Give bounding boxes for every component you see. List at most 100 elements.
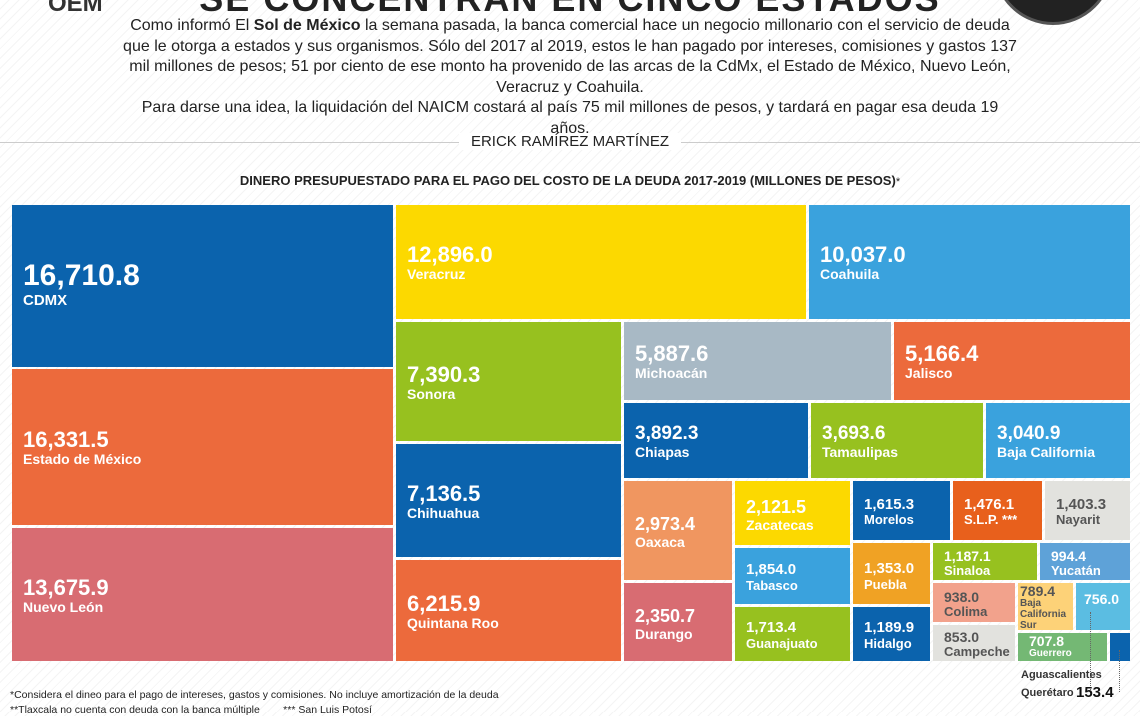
treemap-cell: 10,037.0 Coahuila — [809, 205, 1130, 319]
chart-title-mark: * — [895, 176, 901, 188]
cell-label: Oaxaca — [635, 534, 685, 551]
chart-title-text: DINERO PRESUPUESTADO PARA EL PAGO DEL CO… — [239, 173, 896, 188]
intro-second: Para darse una idea, la liquidación del … — [141, 99, 999, 137]
cell-label: Campeche — [944, 644, 1010, 660]
treemap-cell: 938.0 Colima — [933, 583, 1015, 622]
cell-label: Zacatecas — [746, 516, 814, 533]
intro-text: Como informó El Sol de México la semana … — [120, 16, 1020, 139]
treemap-cell: 789.4 Baja California Sur — [1018, 583, 1073, 630]
treemap-cell: 6,215.9 Quintana Roo — [396, 560, 621, 661]
treemap-cell: 2,350.7 Durango — [624, 583, 732, 661]
cell-value: 16,710.8 — [23, 259, 140, 292]
cell-label: Quintana Roo — [407, 614, 499, 631]
cell-label: Yucatán — [1051, 562, 1101, 578]
cell-label: Morelos — [864, 512, 914, 527]
cell-label: Puebla — [864, 576, 907, 592]
byline: ERICK RAMÍREZ MARTÍNEZ — [0, 133, 1140, 150]
label-queretaro: Querétaro — [1021, 687, 1074, 699]
value-queretaro: 153.4 — [1076, 684, 1114, 701]
cell-value: 2,973.4 — [635, 514, 696, 535]
cell-label: Guerrero — [1029, 648, 1072, 660]
intro-bold: Sol de México — [253, 17, 361, 34]
leader-line — [1119, 650, 1120, 692]
cell-label: Chiapas — [635, 444, 690, 461]
treemap-cell: 13,675.9 Nuevo León — [12, 528, 393, 661]
cell-value: 1,187.1 — [944, 547, 991, 564]
treemap-cell: 1,615.3 Morelos — [853, 481, 950, 540]
cell-label: S.L.P. *** — [964, 512, 1018, 527]
treemap-cell: 16,331.5 Estado de México — [12, 369, 393, 525]
cell-value: 10,037.0 — [820, 242, 906, 268]
cell-label: Baja California — [997, 444, 1096, 461]
treemap-cell: 3,693.6 Tamaulipas — [811, 403, 983, 478]
treemap-cell: 1,713.4 Guanajuato — [735, 607, 850, 661]
cell-value: 938.0 — [944, 588, 980, 605]
cell-label: Estado de México — [23, 451, 142, 468]
cell-label: Veracruz — [407, 266, 466, 283]
cell-value: 2,350.7 — [635, 605, 696, 626]
byline-text: ERICK RAMÍREZ MARTÍNEZ — [458, 133, 682, 150]
cell-value: 1,713.4 — [746, 619, 797, 636]
cell-label: Jalisco — [905, 365, 953, 382]
cell-value: 994.4 — [1051, 547, 1087, 564]
treemap-cell: 994.4 Yucatán — [1040, 543, 1130, 580]
cell-label: Sinaloa — [944, 562, 991, 578]
cell-label: Guanajuato — [746, 635, 818, 651]
cell-value: 1,189.9 — [864, 619, 915, 636]
cell-value: 6,215.9 — [407, 590, 481, 616]
treemap-cell: 2,973.4 Oaxaca — [624, 481, 732, 580]
treemap-cell — [1110, 633, 1130, 661]
treemap-cell: 3,892.3 Chiapas — [624, 403, 808, 478]
chart-title: DINERO PRESUPUESTADO PARA EL PAGO DEL CO… — [0, 173, 1140, 188]
treemap-cell: 7,390.3 Sonora — [396, 322, 621, 441]
label-aguascalientes: Aguascalientes — [1021, 669, 1102, 681]
treemap-cell: 3,040.9 Baja California — [986, 403, 1130, 478]
page-title: SE CONCENTRAN EN CINCO ESTADOS — [0, 0, 1140, 20]
footnote: *Considera el dineo para el pago de inte… — [10, 689, 499, 701]
logo: OEM — [48, 0, 103, 17]
cell-value: 7,390.3 — [407, 361, 481, 387]
treemap-cell: 1,403.3 Nayarit — [1045, 481, 1130, 540]
treemap-cell: 1,353.0 Puebla — [853, 543, 930, 604]
intro-pre: Como informó El — [130, 17, 254, 34]
treemap-cell: 7,136.5 Chihuahua — [396, 444, 621, 557]
cell-value: 756.0 — [1084, 591, 1120, 607]
cell-value: 3,693.6 — [822, 423, 886, 445]
treemap-cell: 12,896.0 Veracruz — [396, 205, 806, 319]
treemap-cell: 1,854.0 Tabasco — [735, 548, 850, 604]
intro-post: la semana pasada, la banca comercial hac… — [123, 17, 1017, 96]
footnote: **Tlaxcala no cuenta con deuda con la ba… — [10, 704, 372, 716]
treemap-cell: 2,121.5 Zacatecas — [735, 481, 850, 545]
treemap-cell: 1,189.9 Hidalgo — [853, 607, 930, 661]
cell-value: 1,353.0 — [864, 560, 915, 577]
treemap-cell: 1,476.1 S.L.P. *** — [953, 481, 1042, 540]
cell-label: Nayarit — [1056, 512, 1101, 527]
cell-value: 7,136.5 — [407, 480, 481, 506]
cell-value: 5,887.6 — [635, 341, 709, 367]
treemap-cell: 16,710.8 CDMX — [12, 205, 393, 367]
cell-label: Nuevo León — [23, 598, 104, 615]
cell-label: Hidalgo — [864, 635, 912, 651]
cell-value: 5,166.4 — [905, 341, 979, 367]
cell-value: 1,615.3 — [864, 495, 915, 513]
cell-value: 853.0 — [944, 629, 980, 645]
cell-value: 13,675.9 — [23, 574, 109, 600]
cell-value: 3,040.9 — [997, 423, 1061, 445]
cell-value: 707.8 — [1029, 633, 1065, 649]
cell-value: 789.4 — [1020, 583, 1056, 599]
treemap-cell: 756.0 — [1076, 583, 1130, 630]
treemap-cell: 1,187.1 Sinaloa — [933, 543, 1037, 580]
cell-value: 1,403.3 — [1056, 495, 1107, 513]
cell-value: 2,121.5 — [746, 496, 807, 517]
treemap-cell: 5,887.6 Michoacán — [624, 322, 891, 400]
cell-value: 1,476.1 — [964, 495, 1015, 513]
treemap-cell: 5,166.4 Jalisco — [894, 322, 1130, 400]
cell-value: 3,892.3 — [635, 423, 699, 445]
cell-label: Tabasco — [746, 577, 798, 593]
cell-label: Durango — [635, 625, 693, 642]
cell-label: Coahuila — [820, 266, 880, 283]
cell-label: Colima — [944, 603, 988, 619]
cell-value: 16,331.5 — [23, 427, 109, 453]
cell-label: Sonora — [407, 385, 456, 402]
cell-label: Tamaulipas — [822, 444, 898, 461]
